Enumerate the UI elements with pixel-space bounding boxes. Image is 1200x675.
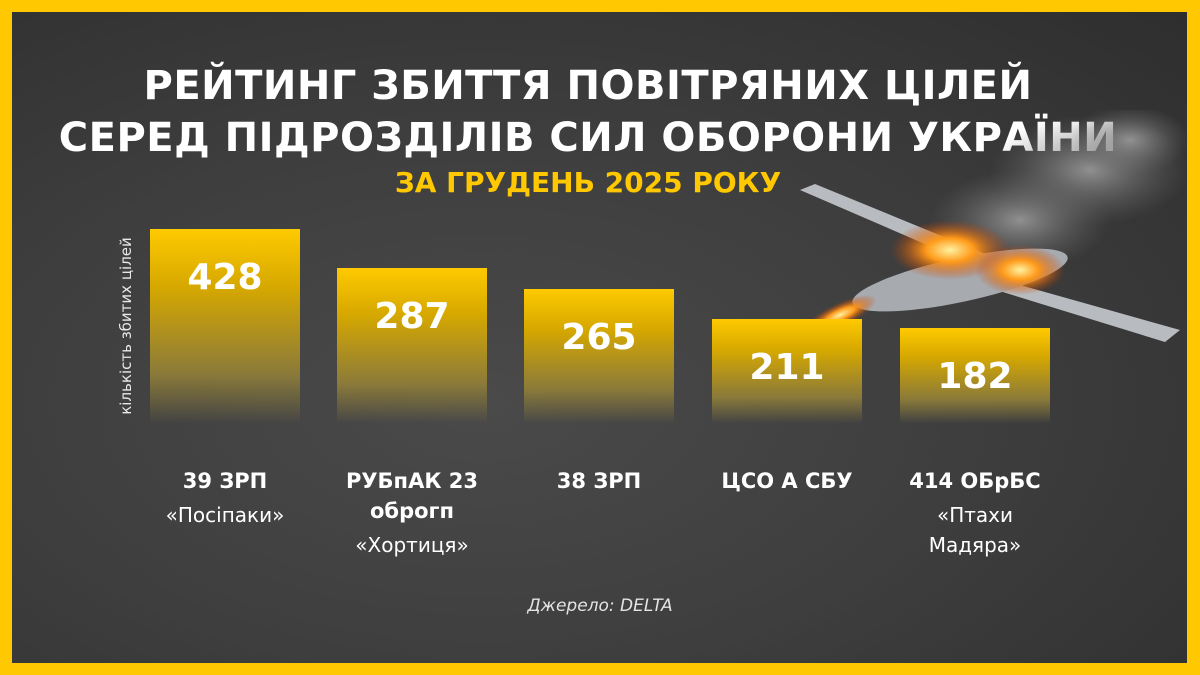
category-subtitle: «Птахи Мадяра» [928, 503, 1022, 557]
source-note: Джерело: DELTA [527, 596, 673, 616]
category-name: 414 ОБрБС [909, 469, 1041, 493]
category-subtitle: «Посіпаки» [165, 503, 285, 527]
category-rubpak-23: РУБпАК 23 оброгп «Хортиця» [322, 466, 502, 560]
title-line-2: СЕРЕД ПІДРОЗДІЛІВ СИЛ ОБОРОНИ УКРАЇНИ [58, 115, 1118, 161]
bar-38-zrp: 265 [524, 289, 674, 423]
category-subtitle: «Хортиця» [355, 533, 469, 557]
bar-rubpak-23: 287 [337, 268, 487, 423]
bar-value: 265 [561, 317, 637, 358]
bar-414-obrbs: 182 [900, 328, 1050, 423]
bar-value: 428 [187, 257, 263, 298]
bar-39-zrp: 428 [150, 229, 300, 423]
bar-value: 211 [749, 347, 825, 388]
category-414-obrbs: 414 ОБрБС «Птахи Мадяра» [885, 466, 1065, 560]
category-tsso-a-sbu: ЦСО А СБУ [697, 466, 877, 496]
burning-drone-icon [800, 110, 1190, 342]
title-line-1: РЕЙТИНГ ЗБИТТЯ ПОВІТРЯНИХ ЦІЛЕЙ [143, 63, 1033, 109]
bar-tsso-a-sbu: 211 [712, 319, 862, 423]
y-axis-label: кількість збитих цілей [117, 237, 135, 415]
category-name: РУБпАК 23 оброгп [345, 469, 479, 523]
bar-value: 287 [374, 296, 450, 337]
category-name: 38 ЗРП [556, 469, 642, 493]
category-38-zrp: 38 ЗРП [509, 466, 689, 496]
category-39-zrp: 39 ЗРП «Посіпаки» [135, 466, 315, 530]
subtitle: ЗА ГРУДЕНЬ 2025 РОКУ [394, 166, 782, 199]
category-name: 39 ЗРП [182, 469, 268, 493]
category-name: ЦСО А СБУ [721, 469, 853, 493]
bar-value: 182 [937, 356, 1013, 397]
